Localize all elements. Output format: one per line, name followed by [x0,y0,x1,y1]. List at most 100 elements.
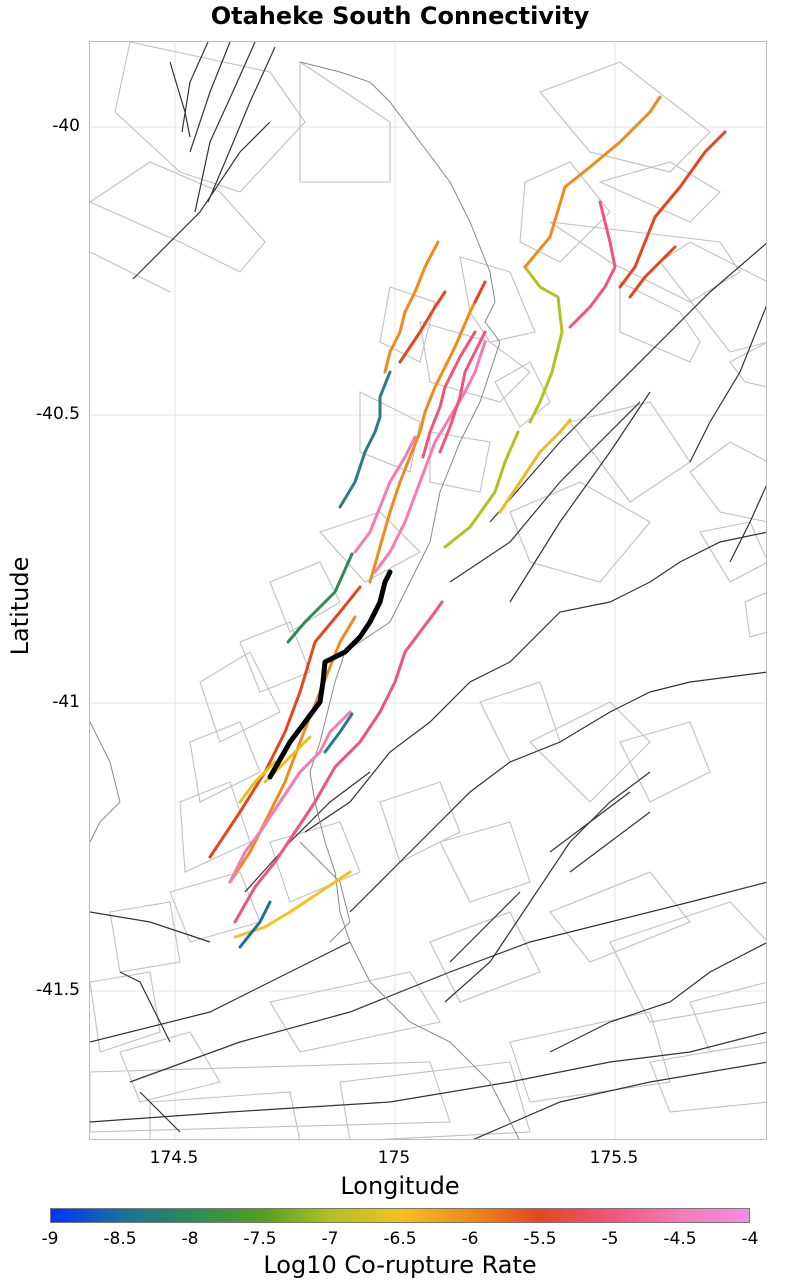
fault-polygons [90,42,766,1139]
fault-polygon [744,592,766,638]
fault-polygon [659,241,766,353]
corupture-trace [498,418,572,514]
fault-trace [489,242,766,523]
fault-trace [189,42,231,153]
corupture-trace [238,900,272,949]
fault-polygon [90,251,171,293]
x-axis-title: Longitude [340,1172,460,1200]
fault-trace [90,941,351,1043]
colorbar-tick: -6.5 [383,1229,417,1249]
fault-polygon [609,901,766,1023]
y-tick-label: -41.5 [36,980,80,1000]
fault-polygon [119,1031,221,1103]
fault-polygon [189,721,261,803]
fault-trace [181,42,209,133]
coastline-path [299,61,520,1139]
fault-trace [132,121,271,280]
fault-polygon [419,321,531,403]
corupture-trace [398,290,447,364]
corupture-trace [338,370,392,509]
fault-polygon [509,481,651,583]
fault-trace [449,891,521,963]
fault-polygon [699,521,766,583]
fault-polygon [90,161,266,273]
colorbar-tick: -4 [741,1229,759,1249]
map-canvas [90,42,766,1139]
colorbar-tick: -6 [461,1229,479,1249]
fault-trace [549,791,631,853]
corupture-trace [473,280,487,304]
y-tick-label: -41 [52,692,80,712]
y-tick-label: -40.5 [36,404,80,424]
fault-trace [129,881,766,1083]
fault-polygon [90,1061,451,1133]
fault-trace [194,42,256,213]
fault-polygon [379,781,461,863]
fault-polygon [319,511,421,583]
fault-polygon [114,42,306,193]
fault-polygon [169,871,261,943]
corupture-trace [383,240,440,374]
corupture-trace [568,200,617,329]
x-tick-label: 175.5 [589,1148,639,1168]
corupture-traces [208,95,727,949]
corupture-trace [233,610,437,924]
fault-trace [689,305,766,463]
corupture-trace [323,712,354,754]
fault-polygon [539,61,711,173]
fault-polygon [729,342,766,388]
corupture-trace [238,760,277,804]
colorbar-tick: -4.5 [663,1229,697,1249]
colorbar-title: Log10 Co-rupture Rate [263,1251,537,1279]
corupture-trace [233,870,352,939]
fault-trace [139,1091,181,1133]
fault-polygon [519,161,611,263]
fault-polygon [459,256,536,343]
fault-polygon [269,821,361,903]
corupture-trace [353,435,417,554]
corupture-trace [523,95,662,269]
fault-trace [169,61,191,138]
fault-polygon [649,1041,766,1113]
fault-trace [207,46,276,203]
corupture-trace [286,552,354,644]
fault-polygon [529,701,651,803]
fault-trace [449,401,641,583]
fault-polygon [149,1091,301,1139]
fault-polygon [429,911,541,1003]
fault-trace [549,942,766,1053]
fault-polygon [619,721,711,803]
corupture-trace [443,430,520,549]
corupture-trace [433,600,444,614]
fault-polygon [549,871,691,963]
colorbar-tick: -9 [41,1229,59,1249]
x-tick-label: 174.5 [149,1148,199,1168]
coastline-path [90,721,121,843]
fault-polygon [429,431,491,493]
colorbar-tick: -5 [601,1229,619,1249]
fault-trace [444,771,651,1003]
corupture-trace [618,130,727,289]
fault-polygon [339,1061,531,1139]
corupture-trace [523,265,564,424]
fault-trace [729,484,766,563]
fault-polygon [479,681,561,763]
fault-trace [349,671,766,913]
corupture-trace [421,330,477,459]
map-area[interactable] [89,41,767,1140]
corupture-trace [368,290,482,584]
selected-fault-section[interactable] [267,569,393,780]
y-axis-title: Latitude [6,556,34,656]
colorbar-tick: -8.5 [103,1229,137,1249]
corupture-trace [438,330,487,454]
fault-trace [90,1031,766,1123]
fault-polygon [619,281,701,363]
colorbar-tick: -7.5 [243,1229,277,1249]
fault-polygon [90,971,161,1053]
colorbar-tick: -7 [321,1229,339,1249]
fault-trace [90,911,211,943]
colorbar-tick: -5.5 [523,1229,557,1249]
fault-polygon [494,361,551,428]
fault-polygon [179,781,251,873]
fault-polygon [299,60,391,183]
